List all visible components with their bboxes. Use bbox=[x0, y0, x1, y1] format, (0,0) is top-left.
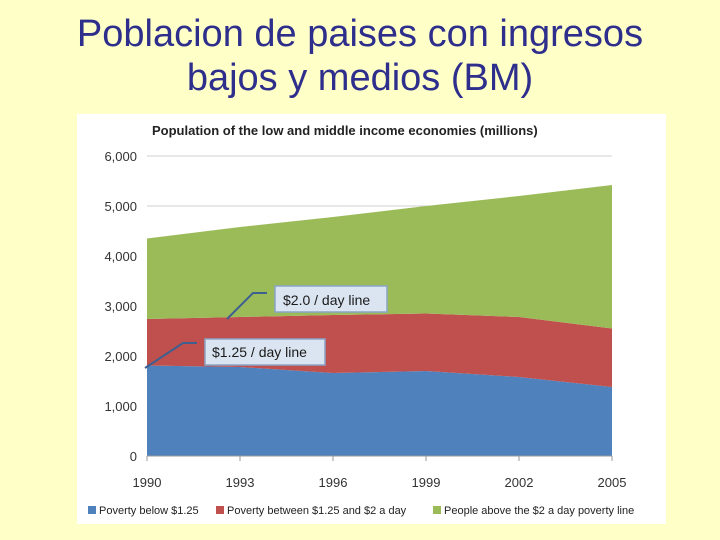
legend-swatch-0 bbox=[88, 506, 96, 514]
chart-title: Population of the low and middle income … bbox=[152, 123, 538, 138]
legend-label-1: Poverty between $1.25 and $2 a day bbox=[227, 505, 407, 517]
legend: Poverty below $1.25 Poverty between $1.25… bbox=[88, 505, 634, 517]
slide-title-line-2: bajos y medios (BM) bbox=[186, 57, 534, 99]
y-tick-label-3,000: 3,000 bbox=[104, 299, 137, 314]
area-series-0 bbox=[147, 365, 612, 456]
slide-title: Poblacion de paises con ingresos bajos y… bbox=[0, 12, 720, 100]
x-tick-label-1990: 1990 bbox=[133, 475, 162, 490]
callout-125-dollar-line-label: $1.25 / day line bbox=[212, 344, 307, 360]
callout-2-leader-line bbox=[226, 292, 267, 320]
callouts: $2.0 / day line $1.25 / day line bbox=[144, 285, 388, 369]
legend-swatch-1 bbox=[216, 506, 224, 514]
callout-125-box bbox=[204, 338, 326, 366]
y-tick-label-1,000: 1,000 bbox=[104, 399, 137, 414]
legend-label-0: Poverty below $1.25 bbox=[99, 505, 199, 517]
x-tick-label-1996: 1996 bbox=[319, 475, 348, 490]
y-tick-label-6,000: 6,000 bbox=[104, 149, 137, 164]
x-tick-label-2002: 2002 bbox=[505, 475, 534, 490]
callout-2-dollar-line-label: $2.0 / day line bbox=[283, 292, 370, 308]
chart-panel: Population of the low and middle income … bbox=[77, 114, 666, 524]
y-axis-ticks: 0 1,000 2,000 3,000 4,000 5,000 6,000 bbox=[104, 149, 137, 464]
stacked-areas bbox=[147, 185, 612, 456]
population-area-chart: Population of the low and middle income … bbox=[88, 123, 634, 517]
x-tick-label-1999: 1999 bbox=[412, 475, 441, 490]
area-series-1 bbox=[147, 313, 612, 387]
x-axis-ticks: 1990 1993 1996 1999 2002 2005 bbox=[133, 456, 627, 490]
y-tick-label-2,000: 2,000 bbox=[104, 349, 137, 364]
callout-2-box bbox=[274, 285, 388, 313]
x-tick-label-2005: 2005 bbox=[598, 475, 627, 490]
y-tick-label-0: 0 bbox=[130, 449, 137, 464]
x-tick-label-1993: 1993 bbox=[226, 475, 255, 490]
slide-title-line-1: Poblacion de paises con ingresos bbox=[76, 13, 644, 55]
callout-125-leader-line bbox=[144, 342, 197, 369]
legend-label-2: People above the $2 a day poverty line bbox=[444, 505, 634, 517]
y-tick-label-4,000: 4,000 bbox=[104, 249, 137, 264]
y-tick-label-5,000: 5,000 bbox=[104, 199, 137, 214]
legend-swatch-2 bbox=[433, 506, 441, 514]
